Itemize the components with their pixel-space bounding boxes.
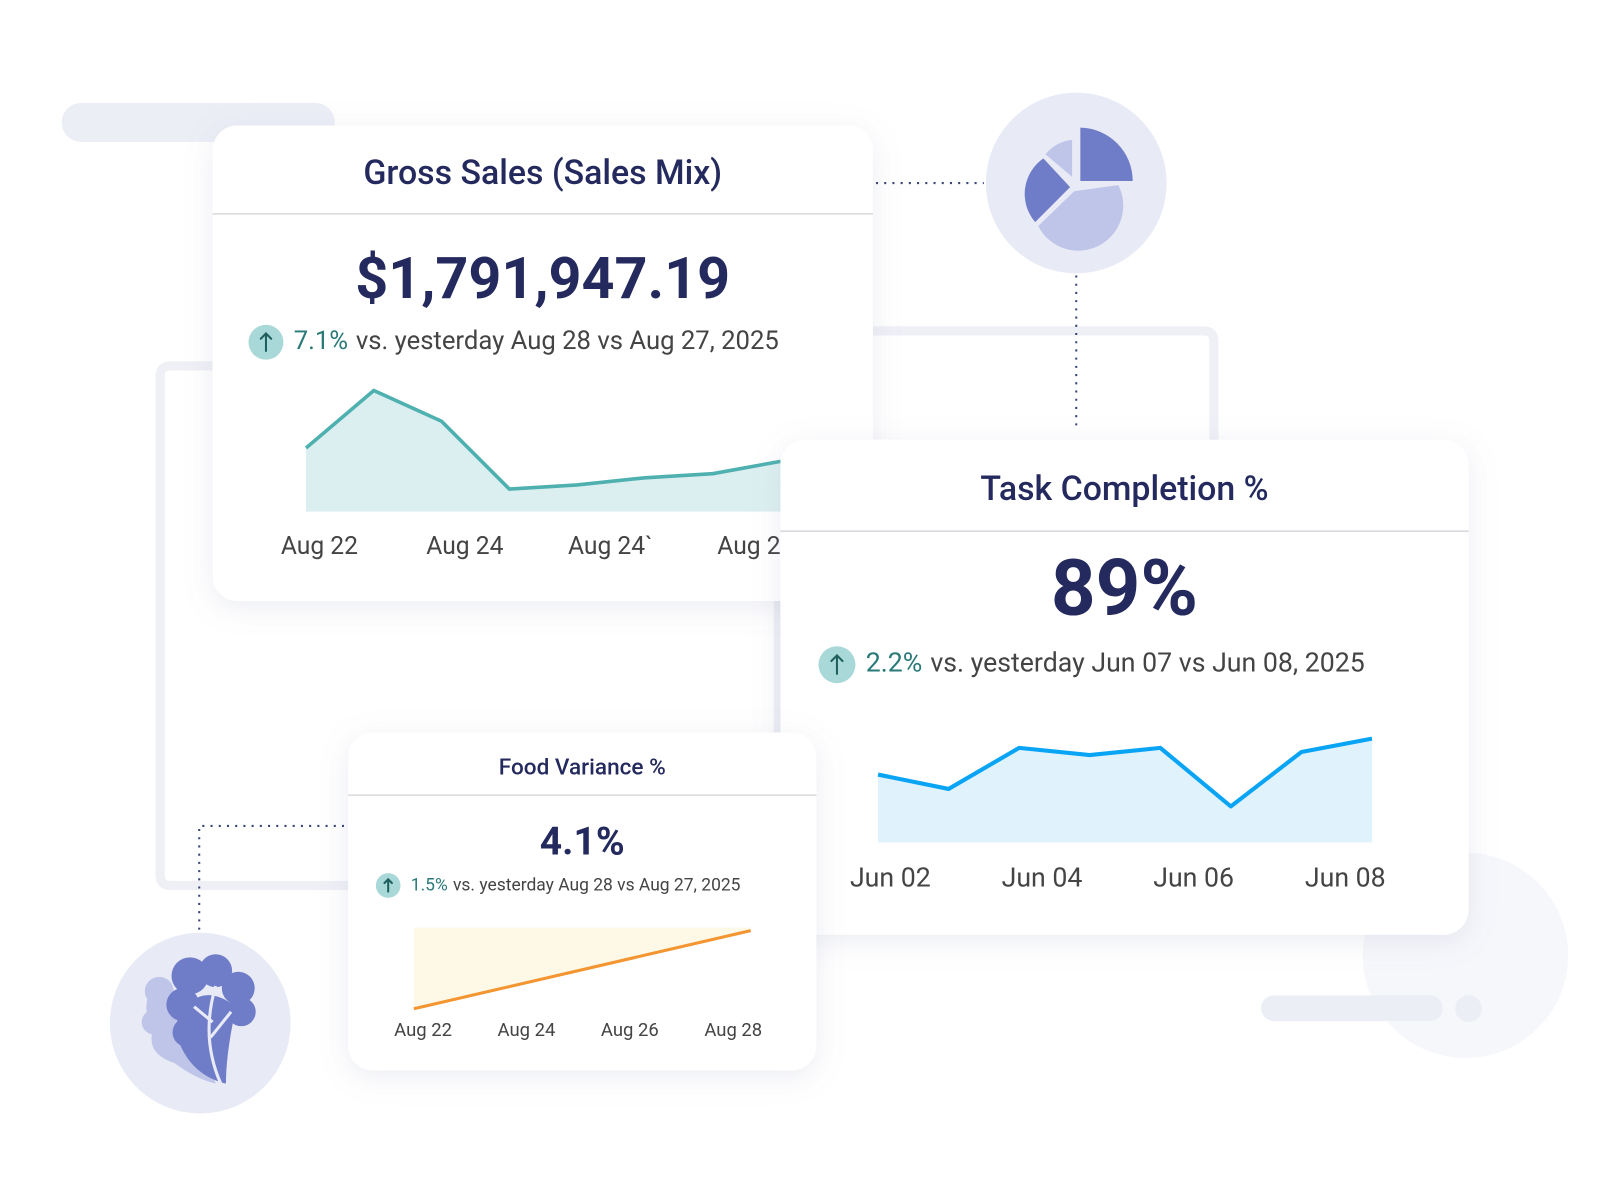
comparison: vs. yesterday Aug 28 vs Aug 27, 2025 (356, 326, 779, 356)
line (304, 388, 781, 491)
x-tick-label: Aug 24` (568, 532, 653, 561)
pie-icon (1024, 127, 1133, 251)
area-fill (878, 738, 1372, 843)
pie-icon-bg (985, 92, 1167, 274)
connector (155, 361, 350, 891)
dotted-line (198, 824, 345, 930)
connector (872, 326, 1219, 442)
trend-arrow (383, 877, 393, 893)
x-tick-label: Jun 02 (850, 861, 931, 893)
x-tick-label: Jun 06 (1153, 861, 1234, 893)
metric-value: 4.1% (540, 819, 625, 865)
x-tick-label: Aug 22 (394, 1019, 452, 1041)
lettuce-icon (141, 954, 256, 1085)
cards: Gross Sales (Sales Mix)$1,791,947.197.1%… (212, 125, 1469, 1071)
card-title: Task Completion % (980, 470, 1268, 509)
metric-value: $1,791,947.19 (355, 246, 730, 313)
change-row: 1.5% vs. yesterday Aug 28 vs Aug 27, 2025 (411, 875, 741, 895)
change-percent: 7.1% (294, 326, 348, 356)
trend-arrow (259, 332, 273, 352)
line (413, 929, 752, 1011)
card-title: Food Variance % (499, 753, 666, 780)
card: Task Completion % 89% 2.2% vs. yesterday Ju… (780, 439, 1469, 935)
area-fill (306, 390, 781, 512)
metric-value: 89% (1051, 543, 1198, 634)
x-tick-label: Aug 28 (704, 1019, 762, 1041)
comparison: vs. yesterday Aug 28 vs Aug 27, 2025 (453, 875, 741, 895)
x-tick-label: Aug 24 (426, 532, 503, 561)
change-percent: 2.2% (866, 647, 923, 679)
x-tick-label: Aug 22 (281, 532, 358, 561)
x-tick-label: Aug 26 (601, 1019, 659, 1041)
comparison: vs. yesterday Jun 07 vs Jun 08, 2025 (930, 647, 1364, 679)
change-percent: 1.5% (411, 875, 448, 895)
change-row: 7.1% vs. yesterday Aug 28 vs Aug 27, 2025 (294, 326, 779, 356)
change-row: 2.2% vs. yesterday Jun 07 vs Jun 08, 2025 (866, 647, 1365, 679)
card: Gross Sales (Sales Mix)$1,791,947.197.1%… (212, 125, 873, 602)
card-title: Gross Sales (Sales Mix) (363, 154, 722, 193)
x-tick-label: Jun 08 (1305, 861, 1386, 893)
card: Food Variance % 4.1% 1.5% vs. yesterday Aug… (348, 732, 817, 1071)
decor-dot (1455, 995, 1482, 1023)
x-tick-label: Aug 24 (498, 1019, 556, 1041)
trend-arrow (830, 653, 844, 675)
x-tick-label: Jun 04 (1002, 861, 1083, 893)
line (877, 736, 1373, 809)
card-bg (212, 125, 873, 602)
decor-bar (1261, 995, 1443, 1022)
